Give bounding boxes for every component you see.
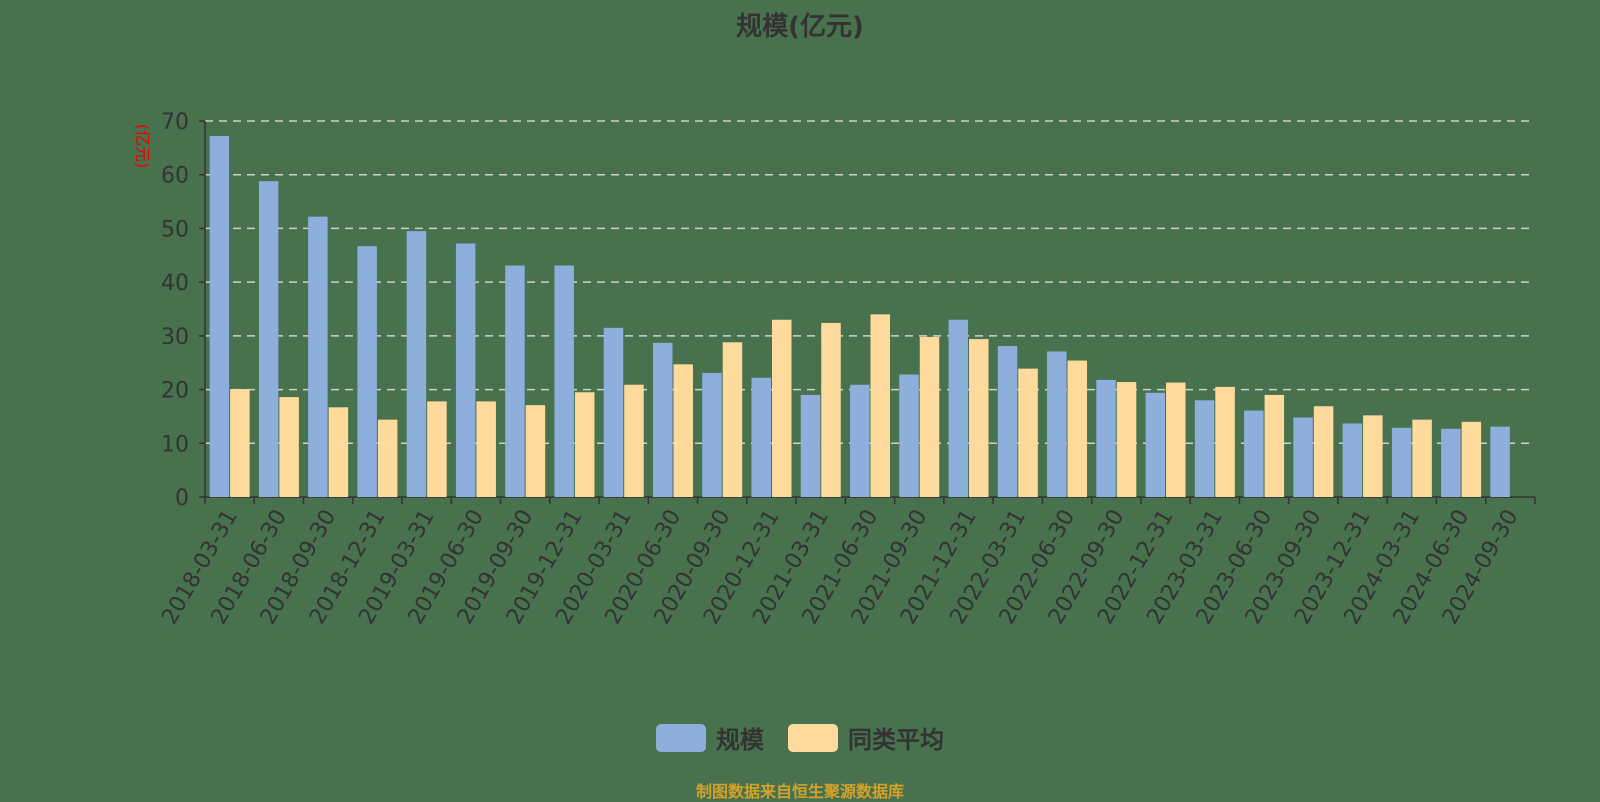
bar-scale[interactable]: 2024-09-30 规模: 13.1 [1490, 426, 1510, 497]
bar-peer-average[interactable]: 2023-03-31 同类平均: 20.5 [1215, 386, 1235, 497]
bar-peer-average[interactable]: 2021-12-31 同类平均: 29.4 [969, 339, 989, 497]
chart-title: 规模(亿元) [736, 12, 864, 42]
bar-peer-average[interactable]: 2023-09-30 同类平均: 16.9 [1313, 406, 1334, 497]
legend-label-peer-average: 同类平均 [848, 726, 944, 754]
y-axis-unit: (亿元) [133, 124, 152, 169]
legend-item-peer-average[interactable]: 同类平均 [788, 720, 944, 755]
bar-scale[interactable]: 2019-12-31 规模: 43.1 [554, 265, 574, 497]
bar-scale[interactable]: 2022-12-31 规模: 19.4 [1145, 392, 1166, 497]
bar-scale[interactable]: 2022-03-31 规模: 28.1 [997, 346, 1018, 497]
legend-label-scale: 规模 [716, 726, 764, 754]
bar-scale[interactable]: 2023-06-30 规模: 16.1 [1244, 410, 1264, 497]
bar-peer-average[interactable]: 2019-09-30 同类平均: 17.1 [525, 405, 546, 497]
bar-peer-average[interactable]: 2022-09-30 同类平均: 21.4 [1116, 382, 1137, 497]
bar-scale[interactable]: 2020-06-30 规模: 28.7 [652, 342, 673, 497]
y-tick-label: 30 [161, 325, 189, 350]
bar-peer-average[interactable]: 2023-06-30 同类平均: 19 [1264, 394, 1285, 497]
bar-peer-average[interactable]: 2023-12-31 同类平均: 15.2 [1363, 415, 1383, 497]
bar-peer-average[interactable]: 2019-06-30 同类平均: 17.8 [476, 401, 496, 497]
bar-scale[interactable]: 2021-09-30 规模: 22.8 [899, 374, 919, 497]
y-tick-label: 60 [161, 164, 189, 189]
bar-peer-average[interactable]: 2018-03-31 同类平均: 20.1 [230, 389, 250, 497]
bar-scale[interactable]: 2022-09-30 规模: 21.8 [1096, 379, 1116, 497]
y-tick-label: 40 [161, 271, 189, 296]
legend: 规模 同类平均 [0, 720, 1600, 755]
bar-scale[interactable]: 2024-03-31 规模: 12.9 [1391, 427, 1412, 497]
bar-peer-average[interactable]: 2018-09-30 同类平均: 16.7 [328, 407, 349, 497]
bar-peer-average[interactable]: 2018-06-30 同类平均: 18.6 [279, 397, 299, 497]
bar-scale[interactable]: 2019-06-30 规模: 47.2 [455, 243, 476, 497]
bar-peer-average[interactable]: 2021-03-31 同类平均: 32.4 [821, 322, 841, 497]
bar-scale[interactable]: 2023-12-31 规模: 13.7 [1342, 423, 1363, 497]
bar-scale[interactable]: 2021-03-31 规模: 19 [800, 394, 821, 497]
bar-peer-average[interactable]: 2018-12-31 同类平均: 14.4 [377, 419, 398, 497]
bar-scale[interactable]: 2021-12-31 规模: 33 [948, 319, 969, 497]
bar-scale[interactable]: 2018-12-31 规模: 46.7 [357, 246, 377, 497]
bar-peer-average[interactable]: 2020-06-30 同类平均: 24.7 [673, 364, 693, 497]
bar-peer-average[interactable]: 2024-03-31 同类平均: 14.4 [1412, 419, 1432, 497]
bar-peer-average[interactable]: 2022-12-31 同类平均: 21.3 [1166, 382, 1186, 497]
bar-scale[interactable]: 2019-03-31 规模: 49.5 [406, 231, 427, 497]
bar-scale[interactable]: 2019-09-30 规模: 43.1 [505, 265, 525, 497]
y-tick-label: 70 [161, 110, 189, 135]
bar-scale[interactable]: 2021-06-30 规模: 20.9 [850, 384, 870, 497]
source-note: 制图数据来自恒生聚源数据库 [695, 782, 904, 801]
legend-swatch-peer-average [788, 723, 838, 752]
bar-scale[interactable]: 2020-12-31 规模: 22.2 [751, 377, 771, 497]
bar-scale[interactable]: 2020-03-31 规模: 31.5 [603, 327, 624, 497]
bar-peer-average[interactable]: 2020-03-31 同类平均: 20.9 [624, 384, 644, 497]
bar-peer-average[interactable]: 2020-09-30 同类平均: 28.8 [722, 342, 743, 497]
y-tick-label: 20 [161, 379, 189, 404]
bar-scale[interactable]: 2018-09-30 规模: 52.2 [308, 216, 328, 497]
legend-swatch-scale [656, 723, 706, 752]
bar-peer-average[interactable]: 2022-06-30 同类平均: 25.4 [1067, 360, 1088, 497]
y-tick-label: 0 [175, 486, 189, 511]
y-tick-label: 50 [161, 217, 189, 242]
bar-scale[interactable]: 2023-09-30 规模: 14.8 [1293, 417, 1313, 497]
bar-peer-average[interactable]: 2022-03-31 同类平均: 23.9 [1018, 368, 1038, 497]
bar-peer-average[interactable]: 2021-09-30 同类平均: 29.8 [919, 336, 940, 497]
bar-scale[interactable]: 2023-03-31 规模: 18 [1194, 400, 1215, 497]
bar-scale[interactable]: 2018-03-31 规模: 67.2 [209, 136, 230, 498]
bar-peer-average[interactable]: 2021-06-30 同类平均: 34 [870, 314, 891, 497]
bar-scale[interactable]: 2018-06-30 规模: 58.8 [258, 181, 279, 497]
bar-scale[interactable]: 2022-06-30 规模: 27.1 [1047, 351, 1067, 497]
bar-scale[interactable]: 2020-09-30 规模: 23.1 [702, 372, 722, 497]
bar-peer-average[interactable]: 2024-06-30 同类平均: 14 [1461, 421, 1482, 497]
legend-item-scale[interactable]: 规模 [656, 720, 764, 755]
bar-peer-average[interactable]: 2019-03-31 同类平均: 17.8 [427, 401, 447, 497]
bar-scale[interactable]: 2024-06-30 规模: 12.7 [1441, 428, 1461, 497]
bar-peer-average[interactable]: 2020-12-31 同类平均: 33 [771, 319, 792, 497]
y-tick-label: 10 [161, 432, 189, 457]
bar-peer-average[interactable]: 2019-12-31 同类平均: 19.5 [574, 392, 595, 497]
